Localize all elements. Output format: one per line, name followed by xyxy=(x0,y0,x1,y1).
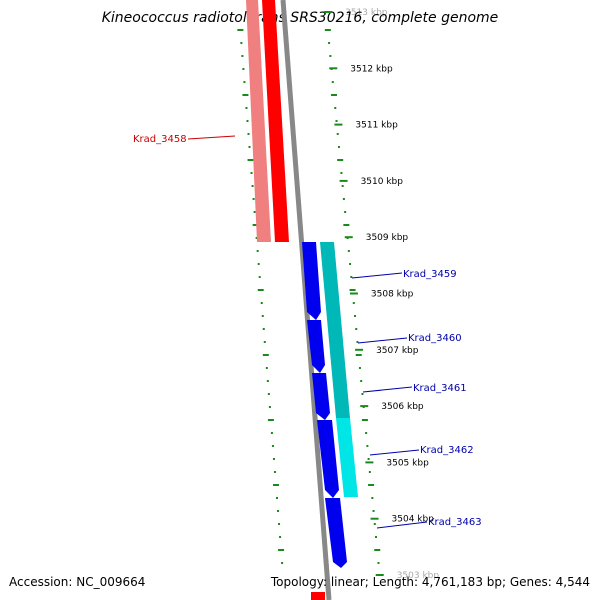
forward-cds-4 xyxy=(317,420,339,498)
genome-summary: Topology: linear; Length: 4,761,183 bp; … xyxy=(270,575,590,589)
ruler-tick-label: 3503 kbp xyxy=(397,571,440,581)
gene-labels: Krad_3458 Krad_3459 Krad_3460 Krad_3461 … xyxy=(133,134,482,529)
reverse-strand-features xyxy=(246,0,325,600)
gene-leader-line xyxy=(369,449,420,456)
ruler-tick-label: 3504 kbp xyxy=(392,515,435,525)
gene-label-krad-3458[interactable]: Krad_3458 xyxy=(133,134,187,145)
reverse-cds-bar xyxy=(262,0,289,242)
gene-label-krad-3462[interactable]: Krad_3462 xyxy=(420,445,474,456)
ruler-tick-label: 3511 kbp xyxy=(355,121,398,131)
ruler-tick-label: 3510 kbp xyxy=(361,177,404,187)
reverse-cds-bar-bottom xyxy=(311,592,325,600)
gene-label-krad-3459[interactable]: Krad_3459 xyxy=(403,269,457,280)
gene-label-krad-3461[interactable]: Krad_3461 xyxy=(413,383,467,394)
gene-leader-line xyxy=(376,521,428,529)
ruler-tick-label: 3512 kbp xyxy=(350,64,393,74)
gene-label-krad-3460[interactable]: Krad_3460 xyxy=(408,333,462,344)
tick-dots xyxy=(237,29,381,564)
ruler: 3513 kbp 3512 kbp 3511 kbp 3510 kbp 3509 kbp… xyxy=(324,8,439,581)
accession-label: Accession: NC_009664 xyxy=(9,575,145,589)
forward-gene-light-bar-1 xyxy=(320,242,350,418)
ruler-tick-label: 3508 kbp xyxy=(371,290,414,300)
gene-leader-line xyxy=(187,135,236,140)
gene-label-krad-3463[interactable]: Krad_3463 xyxy=(428,517,482,528)
gene-leader-line xyxy=(362,386,413,393)
ruler-tick-label: 3507 kbp xyxy=(376,346,419,356)
forward-cds-1 xyxy=(302,242,321,320)
genome-backbone xyxy=(280,0,332,600)
ruler-tick-label: 3506 kbp xyxy=(381,402,424,412)
gene-leader-line xyxy=(357,337,408,344)
ruler-tick-label: 3513 kbp xyxy=(345,8,388,18)
forward-strand-features xyxy=(302,242,358,568)
genome-title: Kineococcus radiotolerans SRS30216, comp… xyxy=(102,10,499,26)
ruler-tick-label: 3509 kbp xyxy=(366,233,409,243)
ruler-tick-label: 3505 kbp xyxy=(386,458,429,468)
forward-gene-light-bar-2 xyxy=(336,418,358,497)
gene-leader-line xyxy=(351,272,403,279)
forward-cds-5 xyxy=(325,498,347,568)
forward-cds-3 xyxy=(312,373,330,420)
reverse-cds-light-bar xyxy=(246,0,271,242)
forward-cds-2 xyxy=(307,320,325,373)
